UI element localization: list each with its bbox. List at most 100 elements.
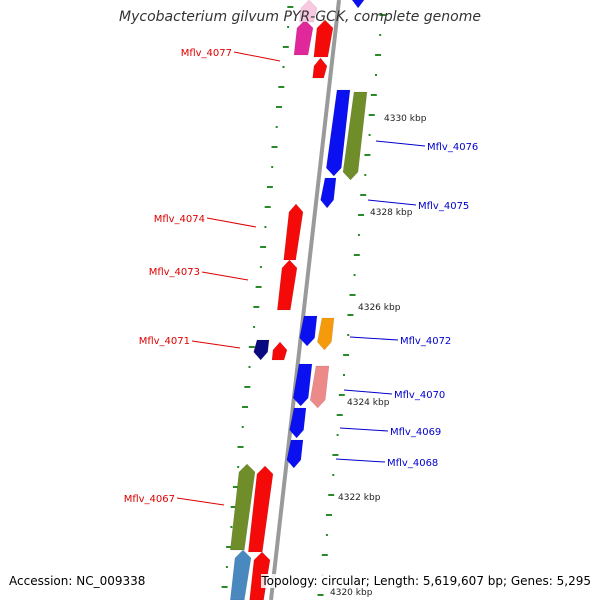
track-dot [364,154,371,156]
gene-label-mflv-4069: Mflv_4069 [390,427,441,438]
gene-mflv-4067-paired [230,463,256,551]
leader-mflv-4077 [233,51,281,62]
track-dot [242,406,248,408]
track-dot [232,486,239,488]
leader-mflv-4075 [367,199,417,206]
track-dot [264,226,267,228]
leader-mflv-4073 [201,271,249,281]
track-dot [278,86,285,88]
gene-mflv-4072-paired [317,317,335,351]
track-dot [368,114,375,116]
track-dot [237,466,240,468]
track-dot [375,54,382,56]
leader-mflv-4070 [343,389,393,395]
track-dot [287,26,290,28]
track-dot [221,586,228,588]
track-dot [353,274,356,276]
track-dot [255,286,262,288]
label-leader-lines [176,51,426,506]
leader-mflv-4076 [375,140,426,147]
inner-dotted-track [221,6,294,588]
track-dot [244,386,251,388]
gene-label-mflv-4067: Mflv_4067 [124,494,175,505]
gene-mflv-4077-cds [313,19,334,58]
leader-mflv-4068 [335,458,386,463]
gene-mflv-4073-cds [277,259,298,311]
track-dot [357,234,360,236]
track-dot [271,166,274,168]
track-dot [343,374,345,376]
track-dot [287,6,294,8]
track-dot [248,346,255,348]
gene-mflv-4076-cds [326,89,351,177]
gene-label-mflv-4074: Mflv_4074 [154,214,205,225]
map-title: Mycobacterium gilvum PYR-GCK, complete g… [119,9,481,25]
gene-mflv-4076-paired [342,91,368,181]
gene-mflv-4071-navy [253,339,270,361]
gene-mflv-4070-cds [292,363,313,407]
gene-features [230,0,368,600]
track-dot [332,474,335,476]
track-dot [347,334,350,336]
track-dot [271,146,278,148]
gene-mflv-4071-cds [271,341,288,361]
track-dot [349,294,356,296]
track-dot [282,66,285,68]
track-dot [230,526,233,528]
track-dot [230,506,237,508]
gene-mflv-4077-small [312,57,328,79]
gene-label-mflv-4077: Mflv_4077 [181,48,232,59]
track-dot [237,446,244,448]
track-dot [375,74,377,76]
track-dot [264,206,271,208]
gene-mflv-4069-cds [289,407,307,439]
gene-bottom-red [249,551,271,600]
track-dot [282,46,289,48]
gene-label-mflv-4076: Mflv_4076 [427,142,478,153]
track-dot [260,246,267,248]
track-dot [328,494,335,496]
track-dot [343,354,350,356]
track-dot [338,394,345,396]
track-dot [275,126,278,128]
track-dot [379,34,382,36]
genome-backbone [269,0,341,600]
outer-dotted-track [317,14,386,596]
track-dot [276,106,282,108]
genome-summary: Topology: circular; Length: 5,619,607 bp… [261,574,591,588]
gene-label-mflv-4075: Mflv_4075 [418,201,469,212]
gene-bottom-steel [230,549,252,600]
gene-mflv-4070-paired [309,365,330,409]
track-dot [353,254,360,256]
track-dot [226,546,233,548]
gene-mflv-4072-cds [299,315,318,347]
track-dot [347,314,354,316]
tick-label-4320: 4320 kbp [330,588,373,598]
gene-label-mflv-4073: Mflv_4073 [149,267,200,278]
track-dot [364,174,367,176]
tick-label-4328: 4328 kbp [370,208,413,218]
track-dot [241,426,244,428]
gene-top-cds [351,0,365,9]
track-dot [360,194,367,196]
gene-mflv-4077-paired [293,19,314,56]
tick-label-4330: 4330 kbp [384,114,427,124]
track-dot [336,414,343,416]
track-dot [321,554,328,556]
track-dot [370,94,377,96]
track-dot [248,366,251,368]
track-dot [266,186,273,188]
gene-label-mflv-4072: Mflv_4072 [400,336,451,347]
leader-mflv-4069 [339,427,389,432]
track-dot [253,306,260,308]
track-dot [332,454,339,456]
track-dot [253,326,256,328]
gene-label-mflv-4070: Mflv_4070 [394,390,445,401]
gene-label-mflv-4068: Mflv_4068 [387,458,438,469]
track-dot [379,14,386,16]
tick-label-4326: 4326 kbp [358,303,401,313]
track-dot [358,214,364,216]
leader-mflv-4067 [176,497,225,506]
leader-mflv-4074 [206,217,257,228]
